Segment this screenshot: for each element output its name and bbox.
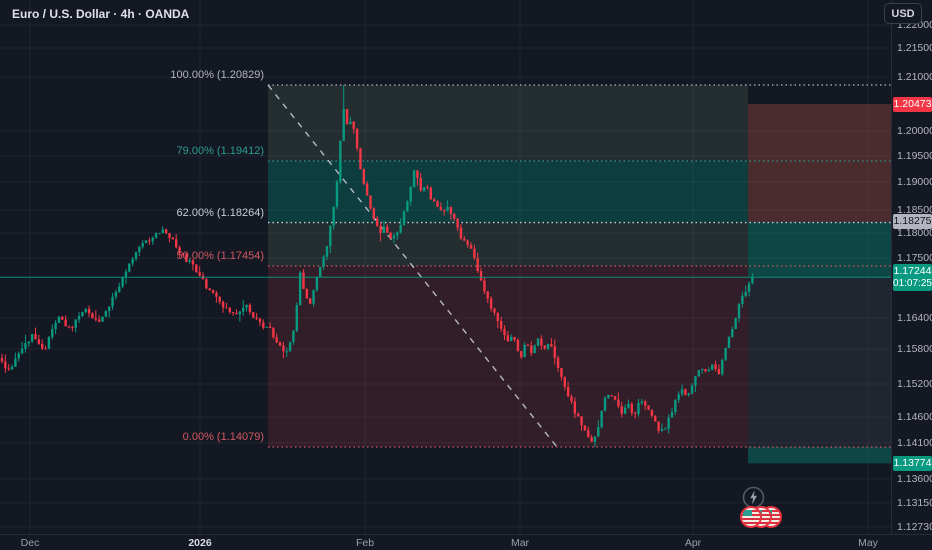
price-tick: 1.15200	[897, 378, 932, 390]
price-tick: 1.13600	[897, 473, 932, 485]
reaction-emoji-bubble[interactable]	[740, 506, 762, 528]
price-badge[interactable]: 1.18275	[893, 214, 932, 230]
position-zones[interactable]	[748, 104, 891, 464]
fibonacci-lines	[268, 84, 891, 448]
grid	[0, 0, 891, 534]
price-tick: 1.13150	[897, 497, 932, 509]
price-tick: 1.18000	[897, 227, 932, 239]
price-badge[interactable]: 1.13774	[893, 455, 932, 471]
time-label: May	[858, 537, 878, 549]
fibonacci-bands	[268, 85, 748, 448]
fib-level-label[interactable]: 100.00% (1.20829)	[170, 69, 264, 81]
price-tick: 1.21500	[897, 42, 932, 54]
time-label: Feb	[355, 537, 375, 549]
price-tick: 1.12730	[897, 521, 932, 533]
price-tick: 1.14600	[897, 411, 932, 423]
price-badge[interactable]: 1.17244 01:07:25	[893, 263, 932, 291]
price-tick: 1.17500	[897, 252, 932, 264]
price-tick: 1.16400	[897, 312, 932, 324]
countdown-timer: 01:07:25	[893, 277, 932, 289]
price-tick: 1.15800	[897, 343, 932, 355]
fib-level-label[interactable]: 0.00% (1.14079)	[182, 431, 264, 443]
fib-level-label[interactable]: 62.00% (1.18264)	[176, 206, 264, 219]
trendline-dashed[interactable]	[267, 84, 558, 448]
time-axis[interactable]: Dec 2026 Feb Mar Apr May	[0, 534, 932, 550]
price-tick: 1.19000	[897, 176, 932, 188]
fib-level-label[interactable]: 79.00% (1.19412)	[176, 144, 264, 157]
candlestick-series	[0, 85, 754, 448]
price-axis[interactable]: 1.22000 1.21500 1.21000 1.20000 1.19500 1.190…	[891, 0, 932, 534]
price-tick: 1.18500	[897, 204, 932, 216]
price-badge[interactable]: 1.20473	[893, 96, 932, 112]
currency-toggle-button[interactable]: USD	[884, 3, 922, 24]
price-tick: 1.14100	[897, 437, 932, 449]
time-label: Mar	[510, 537, 530, 549]
time-label: 2026	[188, 537, 212, 549]
fib-level-label[interactable]: 50.00% (1.17454)	[176, 250, 264, 262]
symbol-title[interactable]: Euro / U.S. Dollar · 4h · OANDA	[12, 7, 190, 21]
time-label: Apr	[684, 537, 702, 549]
candlestick-chart[interactable]	[0, 0, 891, 534]
price-tick: 1.19500	[897, 150, 932, 162]
price-tick: 1.20000	[897, 125, 932, 137]
time-label: Dec	[20, 537, 40, 549]
price-tick: 1.21000	[897, 71, 932, 83]
